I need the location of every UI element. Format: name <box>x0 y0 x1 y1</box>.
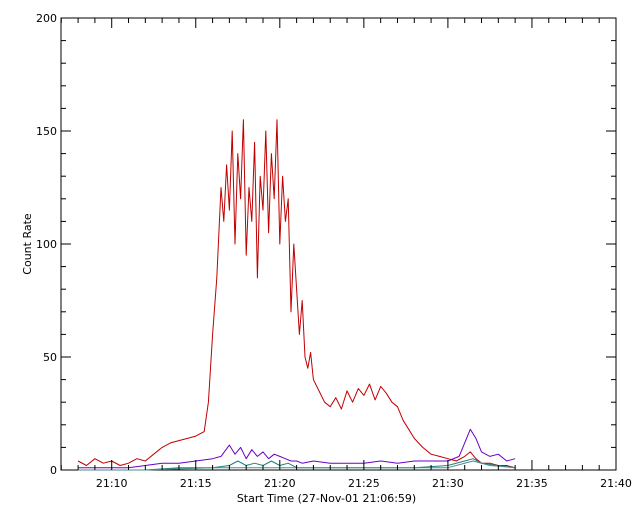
x-tick-label: 21:15 <box>180 477 212 490</box>
series-lines <box>77 119 516 471</box>
y-axis-label: Count Rate <box>21 213 34 275</box>
x-tick-label: 21:35 <box>516 477 548 490</box>
series-line-1 <box>77 119 516 469</box>
series-line-2 <box>78 428 516 469</box>
x-tick-label: 21:30 <box>432 477 464 490</box>
x-axis-label: Start Time (27-Nov-01 21:06:59) <box>237 492 416 505</box>
tick-labels: 21:10 21:15 21:20 21:25 21:30 21:35 21:40 0 50 10… <box>36 12 632 490</box>
x-tick-label: 21:10 <box>96 477 128 490</box>
x-tick-label: 21:25 <box>348 477 380 490</box>
y-tick-label: 100 <box>36 238 57 251</box>
y-tick-label: 150 <box>36 125 57 138</box>
x-tick-label: 21:40 <box>600 477 632 490</box>
y-tick-label: 0 <box>50 464 57 477</box>
x-tick-label: 21:20 <box>264 477 296 490</box>
y-tick-label: 50 <box>43 351 57 364</box>
y-tick-label: 200 <box>36 12 57 25</box>
axis-ticks <box>60 17 617 471</box>
